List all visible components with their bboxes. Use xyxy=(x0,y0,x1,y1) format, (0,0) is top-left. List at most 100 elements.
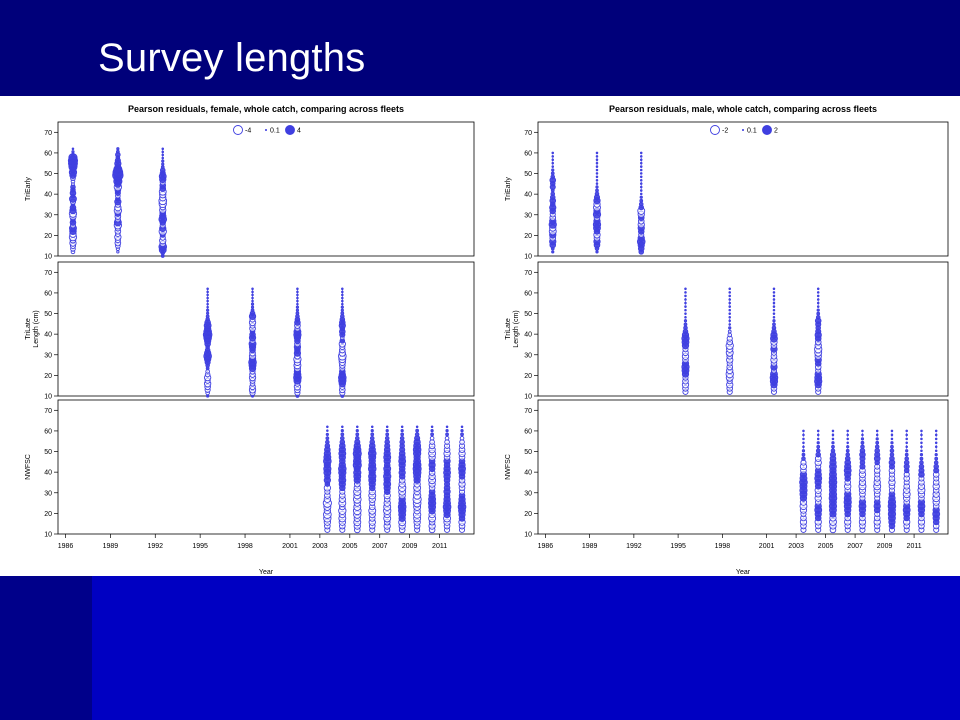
residual-bubble-positive xyxy=(71,147,75,151)
y-tick-label: 50 xyxy=(44,449,52,456)
x-axis-label: Year xyxy=(736,569,751,576)
residual-bubble-positive xyxy=(905,437,908,441)
y-tick-label: 10 xyxy=(524,532,532,539)
y-tick-label: 10 xyxy=(44,532,52,539)
residual-bubble-positive xyxy=(772,315,776,319)
residual-bubble-positive xyxy=(639,182,643,185)
legend-marker-small xyxy=(264,128,268,132)
residual-bubble-positive xyxy=(772,305,776,308)
residual-bubble-positive xyxy=(355,429,359,433)
residual-bubble-positive xyxy=(844,455,851,462)
residual-bubble-positive xyxy=(639,172,643,175)
y-tick-label: 30 xyxy=(524,352,532,359)
residual-bubble-positive xyxy=(325,436,330,441)
y-tick-label: 70 xyxy=(524,408,532,415)
residual-bubble-positive xyxy=(551,165,555,168)
residual-bubble-positive xyxy=(71,152,75,157)
x-tick-label: 1998 xyxy=(715,543,731,550)
residual-bubble-positive xyxy=(639,175,643,179)
residual-bubble-positive xyxy=(161,147,165,151)
residual-bubble-positive xyxy=(341,290,344,294)
y-tick-label: 40 xyxy=(44,470,52,477)
residual-bubble-negative xyxy=(444,435,450,441)
residual-bubble-positive xyxy=(551,250,555,254)
residual-bubble-positive xyxy=(801,456,806,461)
y-tick-label: 20 xyxy=(524,511,532,518)
residual-bubble-positive xyxy=(875,440,880,445)
panel-frame xyxy=(537,121,949,257)
legend-label: 4 xyxy=(297,128,301,135)
residual-bubble-positive xyxy=(595,250,599,254)
residual-bubble-positive xyxy=(728,319,731,323)
panel-frame xyxy=(57,121,475,257)
residual-bubble-positive xyxy=(161,153,165,157)
fleet-label: NWFSC xyxy=(505,454,512,480)
x-tick-label: 2009 xyxy=(877,543,893,550)
residual-bubble-positive xyxy=(846,441,849,445)
legend-label: -4 xyxy=(245,128,251,135)
residual-bubble-positive xyxy=(595,165,599,168)
residual-bubble-positive xyxy=(326,425,329,429)
residual-bubble-positive xyxy=(356,425,359,429)
residual-bubble-positive xyxy=(550,171,555,176)
residual-bubble-positive xyxy=(890,433,894,437)
residual-bubble-positive xyxy=(296,299,299,303)
residual-bubble-positive xyxy=(889,448,895,454)
fleet-label: TriLate xyxy=(505,318,512,340)
residual-bubble-positive xyxy=(728,323,731,326)
residual-bubble-positive xyxy=(772,308,776,312)
residual-bubble-positive xyxy=(728,305,731,308)
y-tick-label: 30 xyxy=(524,490,532,497)
residual-bubble-positive xyxy=(325,439,330,445)
residuals-chart: Pearson residuals, female, whole catch, … xyxy=(25,104,949,576)
y-tick-label: 10 xyxy=(524,254,532,261)
residual-bubble-positive xyxy=(595,178,599,182)
residual-bubble-positive xyxy=(399,435,405,441)
x-tick-label: 2001 xyxy=(759,543,775,550)
residual-bubble-positive xyxy=(340,435,345,441)
residual-bubble-positive xyxy=(115,149,120,154)
residual-bubble-positive xyxy=(354,435,360,441)
residual-bubble-positive xyxy=(445,432,449,437)
residual-bubble-positive xyxy=(890,441,894,445)
x-tick-label: 1992 xyxy=(147,543,163,550)
y-tick-label: 30 xyxy=(44,212,52,219)
residual-bubble-positive xyxy=(816,437,820,441)
residual-bubble-positive xyxy=(920,441,923,445)
residual-bubble-positive xyxy=(684,308,687,312)
x-tick-label: 1989 xyxy=(103,543,119,550)
residual-bubble-positive xyxy=(728,312,731,315)
legend-label: 0.1 xyxy=(747,128,757,135)
residual-bubble-positive xyxy=(831,441,835,445)
residual-bubble-positive xyxy=(919,460,924,465)
y-tick-label: 70 xyxy=(524,130,532,137)
residual-bubble-positive xyxy=(295,305,300,309)
residual-bubble-positive xyxy=(831,437,835,441)
y-tick-label: 70 xyxy=(44,408,52,415)
residual-bubble-positive xyxy=(772,319,776,323)
residual-bubble-positive xyxy=(860,440,865,445)
residual-bubble-positive xyxy=(206,311,210,315)
y-tick-label: 60 xyxy=(524,150,532,157)
residual-bubble-positive xyxy=(728,315,731,319)
residual-bubble-positive xyxy=(728,287,731,291)
residual-bubble-positive xyxy=(551,158,555,162)
residual-bubble-positive xyxy=(830,448,836,454)
residual-bubble-positive xyxy=(890,429,894,433)
slide-title: Survey lengths xyxy=(98,36,366,80)
residual-bubble-positive xyxy=(728,294,731,298)
residual-bubble-positive xyxy=(251,299,254,303)
residual-bubble-positive xyxy=(296,293,299,297)
residual-bubble-positive xyxy=(639,155,643,158)
residual-bubble-positive xyxy=(772,298,776,301)
x-tick-label: 2011 xyxy=(907,543,922,550)
residual-bubble-positive xyxy=(846,433,849,437)
fleet-label: TriEarly xyxy=(505,177,512,201)
y-tick-label: 70 xyxy=(44,270,52,277)
residual-bubble-positive xyxy=(802,429,805,433)
y-tick-label: 20 xyxy=(44,511,52,518)
residual-bubble-positive xyxy=(639,185,643,189)
residual-bubble-positive xyxy=(430,425,434,429)
residual-bubble-positive xyxy=(595,188,599,193)
residual-bubble-positive xyxy=(846,437,849,441)
